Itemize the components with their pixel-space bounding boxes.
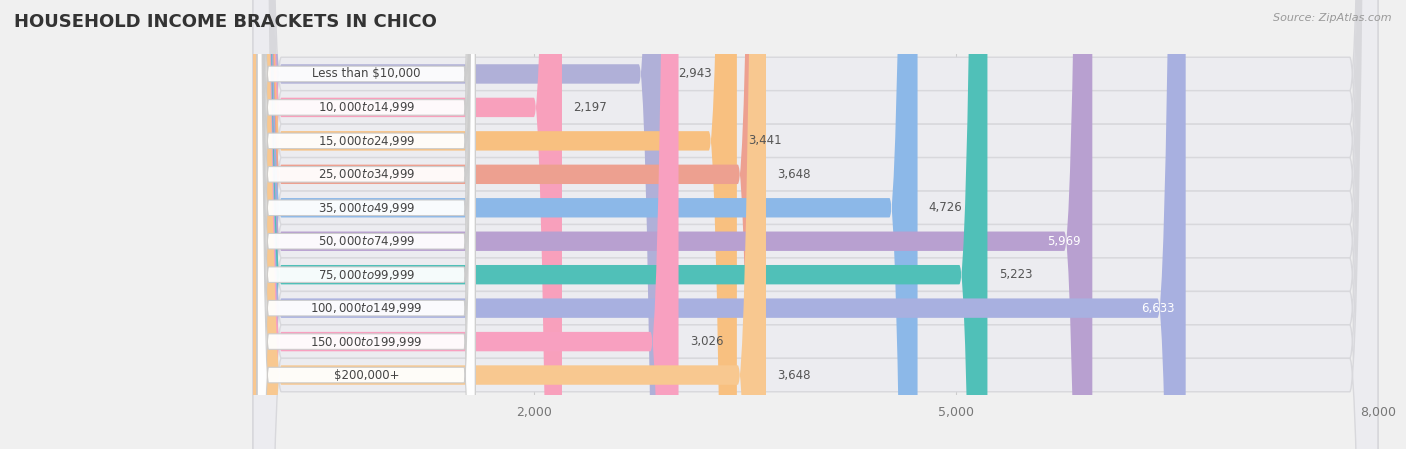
- Text: $15,000 to $24,999: $15,000 to $24,999: [318, 134, 415, 148]
- FancyBboxPatch shape: [253, 0, 1378, 449]
- Text: $100,000 to $149,999: $100,000 to $149,999: [311, 301, 422, 315]
- FancyBboxPatch shape: [253, 0, 1378, 449]
- Text: $25,000 to $34,999: $25,000 to $34,999: [318, 167, 415, 181]
- FancyBboxPatch shape: [253, 0, 1378, 449]
- FancyBboxPatch shape: [257, 0, 475, 449]
- Text: 3,026: 3,026: [690, 335, 723, 348]
- Text: 2,943: 2,943: [678, 67, 711, 80]
- Text: 3,648: 3,648: [778, 369, 811, 382]
- FancyBboxPatch shape: [257, 0, 475, 449]
- Text: 5,969: 5,969: [1047, 235, 1081, 248]
- FancyBboxPatch shape: [257, 0, 475, 449]
- Text: $150,000 to $199,999: $150,000 to $199,999: [311, 335, 422, 348]
- FancyBboxPatch shape: [253, 0, 1185, 449]
- FancyBboxPatch shape: [253, 0, 1378, 449]
- FancyBboxPatch shape: [257, 0, 475, 449]
- Text: 5,223: 5,223: [998, 268, 1032, 281]
- FancyBboxPatch shape: [253, 0, 1378, 449]
- FancyBboxPatch shape: [253, 0, 766, 449]
- Text: 2,197: 2,197: [574, 101, 607, 114]
- FancyBboxPatch shape: [257, 0, 475, 449]
- FancyBboxPatch shape: [253, 0, 737, 449]
- FancyBboxPatch shape: [257, 0, 475, 449]
- Text: $75,000 to $99,999: $75,000 to $99,999: [318, 268, 415, 282]
- Text: HOUSEHOLD INCOME BRACKETS IN CHICO: HOUSEHOLD INCOME BRACKETS IN CHICO: [14, 13, 437, 31]
- Text: 6,633: 6,633: [1140, 302, 1174, 315]
- FancyBboxPatch shape: [253, 0, 666, 449]
- Text: 4,726: 4,726: [929, 201, 963, 214]
- FancyBboxPatch shape: [253, 0, 1378, 449]
- FancyBboxPatch shape: [257, 0, 475, 449]
- Text: $200,000+: $200,000+: [333, 369, 399, 382]
- FancyBboxPatch shape: [253, 0, 1378, 449]
- FancyBboxPatch shape: [253, 0, 766, 449]
- FancyBboxPatch shape: [253, 0, 987, 449]
- Text: $50,000 to $74,999: $50,000 to $74,999: [318, 234, 415, 248]
- Text: Source: ZipAtlas.com: Source: ZipAtlas.com: [1274, 13, 1392, 23]
- FancyBboxPatch shape: [257, 0, 475, 449]
- FancyBboxPatch shape: [257, 0, 475, 449]
- Text: 3,648: 3,648: [778, 168, 811, 181]
- Text: $10,000 to $14,999: $10,000 to $14,999: [318, 101, 415, 114]
- Text: Less than $10,000: Less than $10,000: [312, 67, 420, 80]
- FancyBboxPatch shape: [253, 0, 1378, 449]
- FancyBboxPatch shape: [253, 0, 679, 449]
- FancyBboxPatch shape: [257, 0, 475, 449]
- FancyBboxPatch shape: [253, 0, 918, 449]
- FancyBboxPatch shape: [253, 0, 1378, 449]
- FancyBboxPatch shape: [253, 0, 1092, 449]
- Text: 3,441: 3,441: [748, 134, 782, 147]
- FancyBboxPatch shape: [253, 0, 562, 449]
- FancyBboxPatch shape: [253, 0, 1378, 449]
- Text: $35,000 to $49,999: $35,000 to $49,999: [318, 201, 415, 215]
